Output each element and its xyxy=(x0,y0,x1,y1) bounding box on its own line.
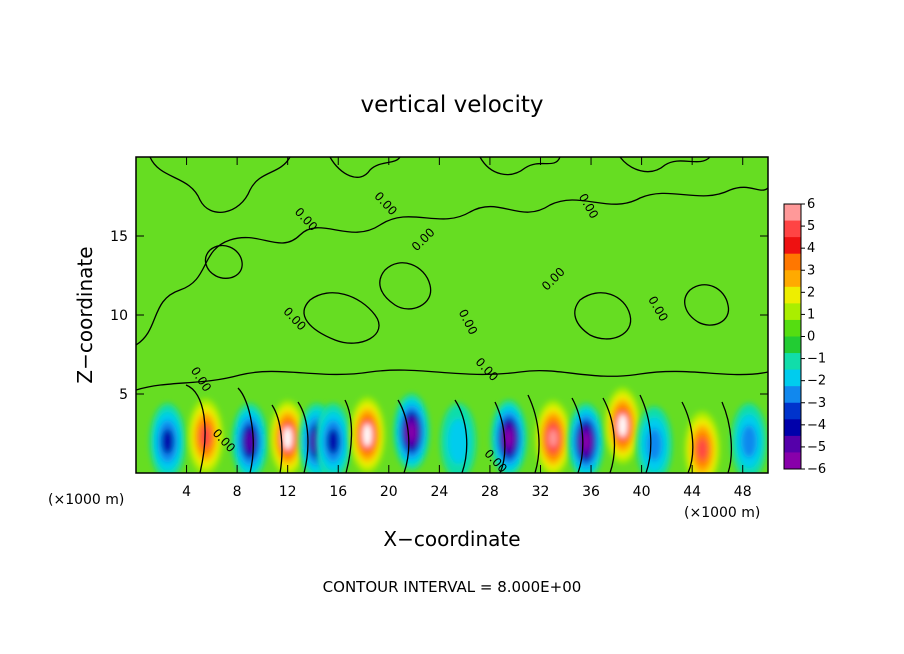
contour-line xyxy=(454,399,468,473)
colorbar: 6 5 4 3 2 1 0 −1 −2 −3 −4 −5 −6 xyxy=(783,197,826,477)
x-tick-label: 8 xyxy=(233,484,242,500)
field-cell xyxy=(604,387,641,464)
x-tick-label: 4 xyxy=(182,484,191,500)
colorbar-swatch xyxy=(784,435,801,453)
colorbar-swatch xyxy=(784,303,801,321)
x-tick-label: 16 xyxy=(329,484,347,500)
colorbar-tick-label: −3 xyxy=(807,396,826,411)
colorbar-swatch xyxy=(784,452,801,470)
field-cell xyxy=(349,397,386,473)
x-tick-label: 44 xyxy=(683,484,701,500)
x-tick-label: 24 xyxy=(430,484,448,500)
field-cell xyxy=(269,400,306,473)
colorbar-tick-label: 6 xyxy=(807,197,815,212)
contour-line xyxy=(379,262,432,310)
zero-contours xyxy=(136,157,768,473)
field-cell xyxy=(535,400,571,473)
colorbar-tick-label: −1 xyxy=(807,352,826,367)
x-axis: 4 8 12 16 20 24 28 32 36 40 44 48 xyxy=(182,157,752,500)
colorbar-tick-label: 0 xyxy=(807,330,815,345)
y-tick-label: 10 xyxy=(110,308,128,324)
x-tick-label: 12 xyxy=(279,484,297,500)
chart-title: vertical velocity xyxy=(361,92,544,118)
colorbar-swatch xyxy=(784,270,801,288)
velocity-field xyxy=(149,387,767,473)
contour-line xyxy=(204,245,243,279)
contour-line xyxy=(602,397,616,473)
colorbar-swatch xyxy=(784,386,801,404)
colorbar-tick-label: 2 xyxy=(807,285,815,300)
x-axis-label: X−coordinate xyxy=(383,527,520,551)
contour-line xyxy=(571,397,584,473)
x-tick-label: 28 xyxy=(481,484,499,500)
colorbar-tick-label: 5 xyxy=(807,219,815,234)
contour-line xyxy=(297,401,309,473)
colorbar-swatch xyxy=(784,353,801,371)
field-cell xyxy=(393,394,430,470)
x-tick-label: 20 xyxy=(380,484,398,500)
field-cell xyxy=(149,403,186,473)
contour-line xyxy=(344,399,353,473)
colorbar-swatch xyxy=(784,286,801,304)
contour-line xyxy=(185,384,206,473)
colorbar-swatch xyxy=(784,220,801,238)
contour-line xyxy=(136,369,768,391)
contour-interval-note: CONTOUR INTERVAL = 8.000E+00 xyxy=(323,578,582,596)
field-cell xyxy=(568,403,604,473)
colorbar-swatch xyxy=(784,204,801,222)
contour-line xyxy=(721,401,732,473)
x-tick-label: 48 xyxy=(734,484,752,500)
contour-line xyxy=(494,401,506,473)
x-unit-left: (×1000 m) xyxy=(48,492,124,508)
field-cell xyxy=(315,403,351,473)
contour-line xyxy=(684,284,730,326)
y-tick-label: 5 xyxy=(119,387,128,403)
field-cell xyxy=(731,403,767,473)
contour-line xyxy=(527,394,540,473)
y-axis-label: Z−coordinate xyxy=(73,246,97,383)
colorbar-swatch xyxy=(784,369,801,387)
colorbar-swatch xyxy=(784,402,801,420)
y-axis: 5 10 15 xyxy=(110,229,768,403)
colorbar-tick-label: −4 xyxy=(807,418,826,433)
y-tick-label: 15 xyxy=(110,229,128,245)
contour-line xyxy=(271,404,283,473)
colorbar-tick-label: 1 xyxy=(807,307,815,322)
contour-line xyxy=(639,394,652,473)
plot-area: 0.000.000.000.000.000.000.000.000.000.00… xyxy=(135,156,769,474)
x-tick-label: 36 xyxy=(582,484,600,500)
colorbar-swatch xyxy=(784,419,801,437)
x-unit-right: (×1000 m) xyxy=(684,505,760,521)
field-cell xyxy=(440,403,477,473)
colorbar-swatch xyxy=(784,253,801,271)
contour-line xyxy=(303,292,380,344)
colorbar-tick-label: −2 xyxy=(807,374,826,389)
contour-line xyxy=(479,157,561,176)
colorbar-swatch xyxy=(784,319,801,337)
colorbar-tick-label: −5 xyxy=(807,440,826,455)
contour-line xyxy=(619,157,711,173)
colorbar-tick-label: −6 xyxy=(807,462,826,477)
contour-line xyxy=(149,157,291,213)
colorbar-swatch xyxy=(784,336,801,354)
contour-line xyxy=(574,292,632,340)
contour-line xyxy=(136,186,768,346)
contour-line xyxy=(397,399,410,473)
x-tick-label: 40 xyxy=(633,484,651,500)
colorbar-tick-label: 4 xyxy=(807,241,815,256)
colorbar-swatch xyxy=(784,237,801,255)
colorbar-tick-label: 3 xyxy=(807,263,815,278)
contour-line xyxy=(237,387,254,473)
contour-line xyxy=(681,401,694,473)
contour-line xyxy=(329,157,401,178)
field-cell xyxy=(684,411,720,473)
x-tick-label: 32 xyxy=(532,484,550,500)
